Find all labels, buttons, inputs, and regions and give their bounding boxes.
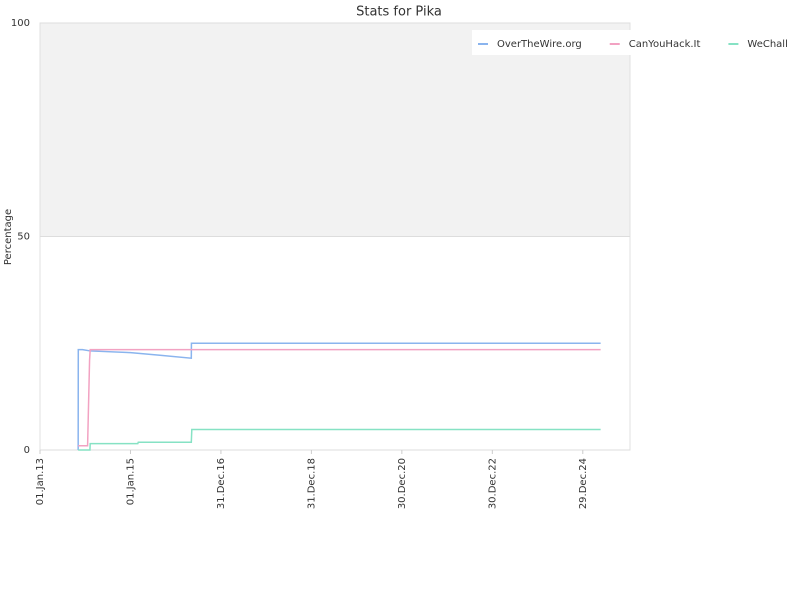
series-line	[78, 428, 601, 451]
series-line	[77, 342, 601, 451]
legend-box	[472, 30, 785, 55]
chart-title: Stats for Pika	[356, 5, 442, 20]
x-tick-label: 30.Dec.20	[397, 458, 408, 509]
legend-label: OverTheWire.org	[497, 39, 582, 50]
shaded-band	[40, 23, 630, 237]
y-tick-label: 100	[11, 18, 30, 29]
x-tick-label: 31.Dec.16	[216, 458, 227, 509]
x-tick-label: 30.Dec.22	[487, 458, 498, 509]
x-tick-label: 01.Jan.13	[35, 458, 46, 505]
x-tick-label: 29.Dec.24	[578, 458, 589, 509]
legend-label: CanYouHack.It	[629, 39, 701, 50]
legend: OverTheWire.org CanYouHack.It WeChall	[472, 30, 788, 55]
y-tick-label: 50	[17, 232, 30, 243]
x-tick-label: 31.Dec.18	[306, 458, 317, 509]
x-tick-label: 01.Jan.15	[125, 458, 136, 505]
series-line	[78, 348, 601, 447]
legend-label: WeChall	[747, 39, 787, 50]
y-tick-label: 0	[24, 445, 30, 456]
y-axis-label: Percentage	[3, 209, 14, 265]
